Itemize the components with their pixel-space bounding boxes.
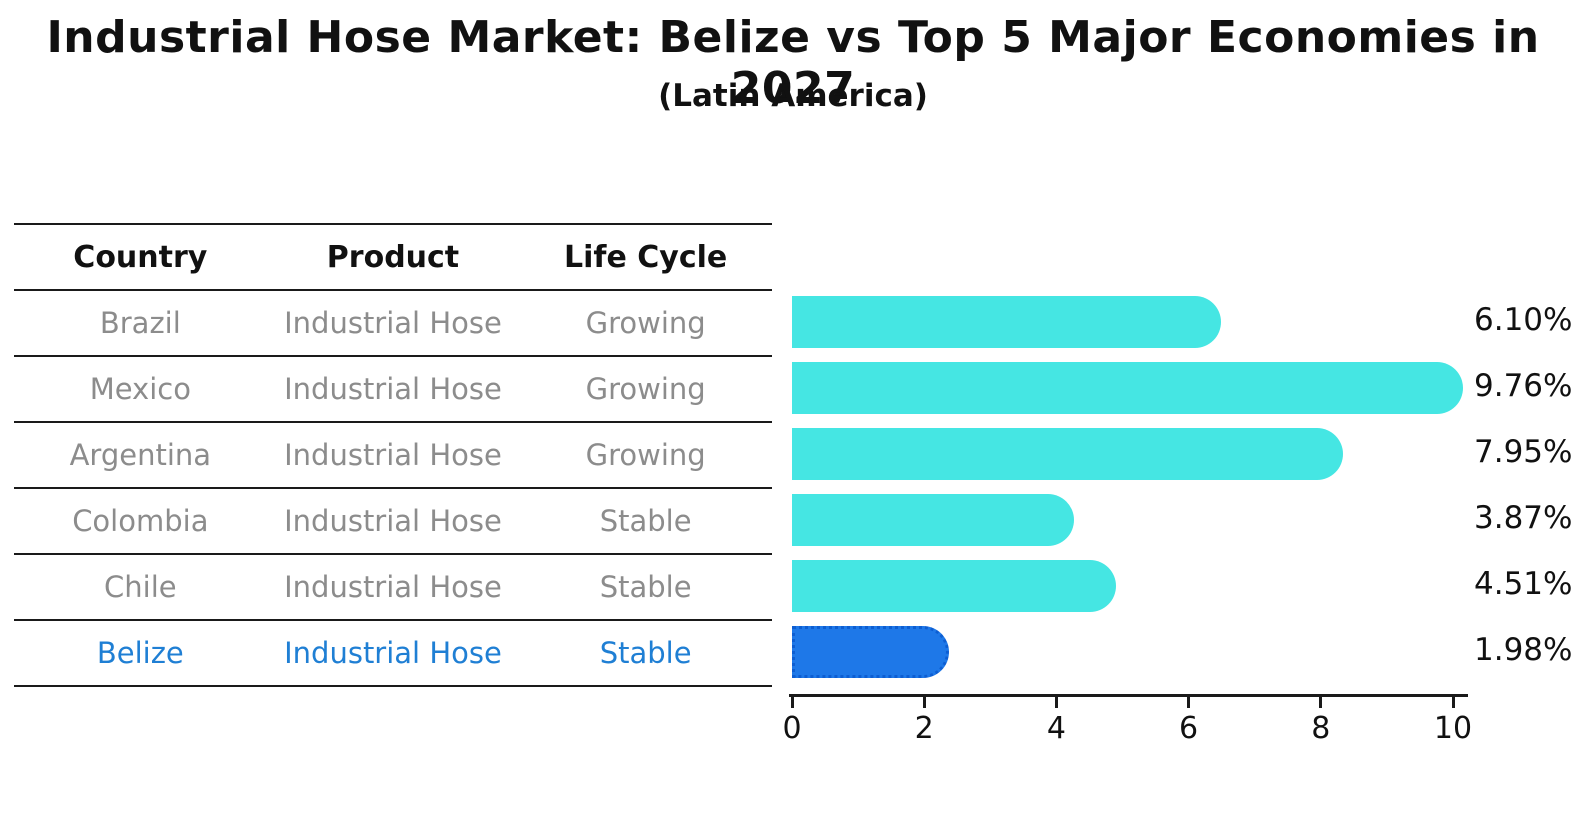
life-cycle-cell: Growing [585,438,706,472]
x-axis-line [789,694,1468,697]
bar-value-label: 1.98% [1474,632,1573,668]
bar-value-label: 3.87% [1474,500,1573,536]
country-cell: Argentina [69,438,212,472]
country-cell: Mexico [89,372,191,406]
x-axis-tick-label: 2 [914,711,934,746]
bar-highlight [792,626,949,678]
table-row: Colombia Industrial Hose Stable [14,487,772,553]
x-axis-tick [1187,697,1191,708]
column-header: Country [73,239,208,275]
chart-subtitle: (Latin America) [658,78,928,114]
product-cell: Industrial Hose [284,570,502,604]
product-cell: Industrial Hose [284,504,502,538]
country-table: Country Product Life Cycle Brazil Industrial… [14,223,772,687]
life-cycle-cell: Stable [599,636,692,670]
x-axis-tick-label: 6 [1179,711,1199,746]
x-axis-tick-label: 8 [1311,711,1331,746]
life-cycle-cell: Growing [585,372,706,406]
life-cycle-cell: Stable [599,570,692,604]
country-cell: Brazil [99,306,181,340]
x-axis-tick-label: 4 [1046,711,1066,746]
bar-value-label: 9.76% [1474,368,1573,404]
product-cell: Industrial Hose [284,636,502,670]
chart-title: Industrial Hose Market: Belize vs Top 5 … [46,12,1540,114]
product-cell: Industrial Hose [284,306,502,340]
column-header: Life Cycle [564,239,728,275]
bar [792,428,1343,480]
x-axis-tick [922,697,926,708]
bar [792,296,1221,348]
bar-value-label: 6.10% [1474,302,1573,338]
table-row: Belize Industrial Hose Stable [14,619,772,687]
table-row: Chile Industrial Hose Stable [14,553,772,619]
product-cell: Industrial Hose [284,372,502,406]
product-cell: Industrial Hose [284,438,502,472]
table-row: Mexico Industrial Hose Growing [14,355,772,421]
country-cell: Chile [104,570,177,604]
life-cycle-cell: Growing [585,306,706,340]
x-axis-tick [1319,697,1323,708]
x-axis-tick-label: 10 [1433,711,1473,746]
column-header: Product [326,239,460,275]
bar [792,362,1463,414]
x-axis-tick [790,697,794,708]
country-cell: Colombia [72,504,209,538]
x-axis-tick-label: 0 [782,711,802,746]
life-cycle-cell: Stable [599,504,692,538]
country-cell: Belize [96,636,184,670]
table-row: Argentina Industrial Hose Growing [14,421,772,487]
table-row: Brazil Industrial Hose Growing [14,289,772,355]
x-axis-tick [1054,697,1058,708]
x-axis-tick [1451,697,1455,708]
bar [792,494,1074,546]
bar-value-label: 7.95% [1474,434,1573,470]
bar [792,560,1116,612]
bar-value-label: 4.51% [1474,566,1573,602]
table-header-row: Country Product Life Cycle [14,223,772,289]
